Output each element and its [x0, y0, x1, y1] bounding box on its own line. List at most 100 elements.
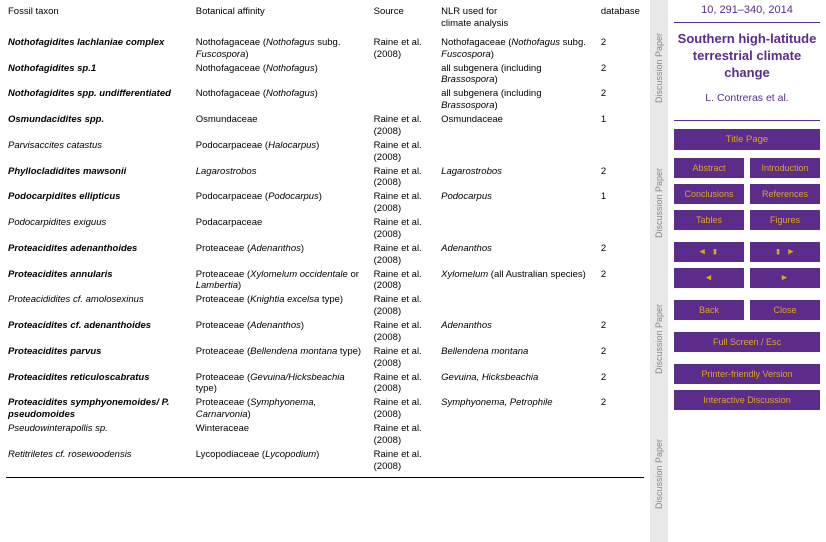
table-row: Parvisaccites catastusPodocarpaceae (Hal…	[6, 139, 644, 165]
table-cell: Raine et al. (2008)	[372, 139, 440, 165]
table-cell: Raine et al. (2008)	[372, 448, 440, 477]
discussion-button[interactable]: Interactive Discussion	[674, 390, 820, 410]
nav-prev-button[interactable]: ◀	[674, 268, 744, 288]
printer-button[interactable]: Printer-friendly Version	[674, 364, 820, 384]
table-cell	[599, 448, 644, 477]
authors: L. Contreras et al.	[705, 92, 788, 104]
table-row: Proteacidites symphyonemoides/ P. pseudo…	[6, 396, 644, 422]
table-row: Proteacidites reticuloscabratusProteacea…	[6, 371, 644, 397]
table-cell: 2	[599, 371, 644, 397]
spine-label: Discussion Paper	[654, 162, 664, 244]
references-button[interactable]: References	[750, 184, 820, 204]
table-cell: Proteacidites adenanthoides	[6, 242, 194, 268]
table-cell: Lagarostrobos	[194, 165, 372, 191]
table-cell: Osmundaceae	[194, 113, 372, 139]
introduction-button[interactable]: Introduction	[750, 158, 820, 178]
table-row: Nothofagidites lachlaniae complexNothofa…	[6, 36, 644, 62]
sidebar: 10, 291–340, 2014 Southern high-latitude…	[668, 0, 826, 542]
table-cell: 2	[599, 242, 644, 268]
paper-title: Southern high-latitude terrestrial clima…	[674, 31, 820, 82]
table-row: Nothofagidites spp. undifferentiatedNoth…	[6, 87, 644, 113]
column-header: Fossil taxon	[6, 4, 194, 36]
table-cell: Nothofagidites spp. undifferentiated	[6, 87, 194, 113]
table-row: Proteacidites adenanthoidesProteaceae (A…	[6, 242, 644, 268]
table-cell: Raine et al. (2008)	[372, 216, 440, 242]
table-row: Osmundacidites spp.OsmundaceaeRaine et a…	[6, 113, 644, 139]
table-cell: Raine et al. (2008)	[372, 345, 440, 371]
table-cell: Proteaceae (Bellendena montana type)	[194, 345, 372, 371]
table-cell: Nothofagaceae (Nothofagus subg. Fuscospo…	[194, 36, 372, 62]
table-cell: Symphyonema, Petrophile	[439, 396, 599, 422]
table-cell: Nothofagidites sp.1	[6, 62, 194, 88]
table-cell: 2	[599, 345, 644, 371]
table-cell: Raine et al. (2008)	[372, 396, 440, 422]
table-cell: Raine et al. (2008)	[372, 319, 440, 345]
table-cell: 2	[599, 319, 644, 345]
table-row: Pseudowinterapollis sp.WinteraceaeRaine …	[6, 422, 644, 448]
table-cell: 2	[599, 62, 644, 88]
table-cell: Proteacidites annularis	[6, 268, 194, 294]
table-row: Proteacidites cf. adenanthoidesProteacea…	[6, 319, 644, 345]
table-cell: Podocarpidites exiguus	[6, 216, 194, 242]
divider	[674, 120, 820, 121]
column-header: Botanical affinity	[194, 4, 372, 36]
table-cell: Adenanthos	[439, 242, 599, 268]
table-cell: Phyllocladidites mawsonii	[6, 165, 194, 191]
table-cell	[599, 293, 644, 319]
table-row: Retitriletes cf. rosewoodensisLycopodiac…	[6, 448, 644, 477]
back-button[interactable]: Back	[674, 300, 744, 320]
table-cell	[599, 422, 644, 448]
table-row: Podocarpidites exiguusPodacarpaceaeRaine…	[6, 216, 644, 242]
table-cell: Proteaceae (Xylomelum occidentale or Lam…	[194, 268, 372, 294]
table-cell: Proteacidites symphyonemoides/ P. pseudo…	[6, 396, 194, 422]
table-cell: Proteaceae (Adenanthos)	[194, 242, 372, 268]
spine-label: Discussion Paper	[654, 298, 664, 380]
title-page-button[interactable]: Title Page	[674, 129, 820, 150]
spine: Discussion PaperDiscussion PaperDiscussi…	[650, 0, 668, 542]
table-cell: Raine et al. (2008)	[372, 293, 440, 319]
conclusions-button[interactable]: Conclusions	[674, 184, 744, 204]
table-cell: Retitriletes cf. rosewoodensis	[6, 448, 194, 477]
table-cell: 2	[599, 268, 644, 294]
table-cell: Proteaceae (Symphyonema, Carnarvonia)	[194, 396, 372, 422]
table-cell: Raine et al. (2008)	[372, 190, 440, 216]
table-row: Proteacididites cf. amolosexinusProteace…	[6, 293, 644, 319]
table-cell: Raine et al. (2008)	[372, 422, 440, 448]
table-cell: all subgenera (including Brassospora)	[439, 62, 599, 88]
table-cell	[599, 139, 644, 165]
table-cell: Adenanthos	[439, 319, 599, 345]
table-cell	[372, 62, 440, 88]
column-header: Source	[372, 4, 440, 36]
column-header: NLR used forclimate analysis	[439, 4, 599, 36]
table-cell: Bellendena montana	[439, 345, 599, 371]
figures-button[interactable]: Figures	[750, 210, 820, 230]
table-cell	[599, 216, 644, 242]
table-cell: Proteaceae (Knightia excelsa type)	[194, 293, 372, 319]
table-cell	[439, 216, 599, 242]
table-cell: Podocarpaceae (Halocarpus)	[194, 139, 372, 165]
table-row: Podocarpidites ellipticusPodocarpaceae (…	[6, 190, 644, 216]
table-cell: 2	[599, 87, 644, 113]
table-cell: Pseudowinterapollis sp.	[6, 422, 194, 448]
nav-next-button[interactable]: ▶	[750, 268, 820, 288]
table-cell: Gevuina, Hicksbeachia	[439, 371, 599, 397]
table-cell: Raine et al. (2008)	[372, 242, 440, 268]
table-row: Proteacidites parvusProteaceae (Bellende…	[6, 345, 644, 371]
nav-first-button[interactable]: ◀ ▮	[674, 242, 744, 262]
fullscreen-button[interactable]: Full Screen / Esc	[674, 332, 820, 352]
table-cell: Parvisaccites catastus	[6, 139, 194, 165]
tables-button[interactable]: Tables	[674, 210, 744, 230]
table-cell: Raine et al. (2008)	[372, 165, 440, 191]
table-cell	[439, 422, 599, 448]
table-cell: Raine et al. (2008)	[372, 371, 440, 397]
table-cell: Nothofagaceae (Nothofagus subg. Fuscospo…	[439, 36, 599, 62]
close-button[interactable]: Close	[750, 300, 820, 320]
nav-last-button[interactable]: ▮ ▶	[750, 242, 820, 262]
divider	[674, 22, 820, 23]
table-cell: 1	[599, 190, 644, 216]
journal-ref: 10, 291–340, 2014	[701, 4, 793, 16]
table-cell: Proteacididites cf. amolosexinus	[6, 293, 194, 319]
table-cell	[372, 87, 440, 113]
table-cell: Podocarpus	[439, 190, 599, 216]
abstract-button[interactable]: Abstract	[674, 158, 744, 178]
